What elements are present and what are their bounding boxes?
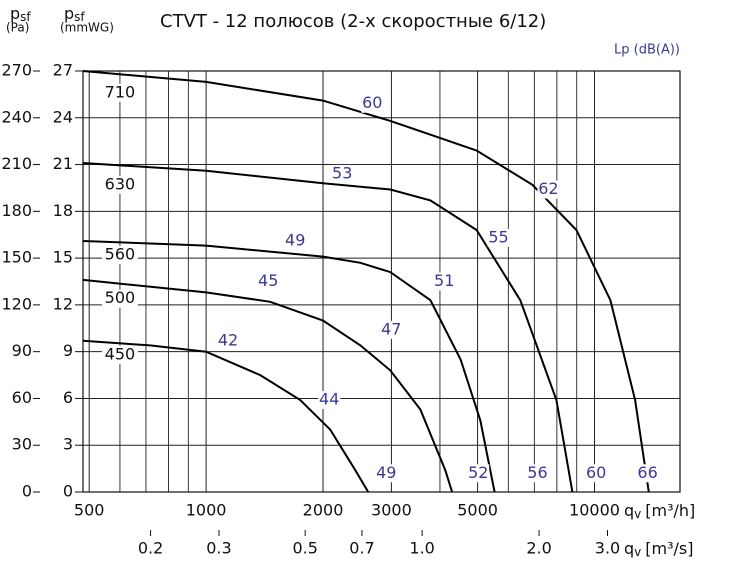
- annotation-bg: [487, 228, 510, 247]
- annotation: 45: [258, 271, 278, 290]
- fan-curve: [82, 70, 650, 493]
- annotation-bg: [380, 320, 403, 339]
- annotation-bg: [284, 231, 307, 250]
- plot-frame: [82, 70, 681, 493]
- annotation: 66: [637, 463, 657, 482]
- y-tick-label: 0: [63, 482, 73, 501]
- annotation: 55: [488, 227, 508, 246]
- y2-tick-label: 120: [1, 294, 32, 313]
- y2-tick-label: 0: [22, 482, 32, 501]
- x-tick-label: 1000: [186, 501, 227, 520]
- x-tick-label: 10000: [569, 501, 620, 520]
- speed-label: 710: [105, 82, 136, 101]
- annotation-bg: [585, 464, 608, 483]
- annotation-bg: [318, 391, 341, 410]
- x2-axis-label-sub: v: [634, 545, 641, 559]
- x2-tick-label: 0.3: [206, 539, 231, 558]
- x-axis-label-sub: v: [634, 507, 641, 521]
- speed-label: 450: [105, 344, 136, 363]
- annotation: 44: [319, 390, 339, 409]
- y-tick-label: 15: [53, 248, 73, 267]
- annotation: 53: [332, 163, 352, 182]
- annotation-bg: [526, 464, 549, 483]
- y2-tick-label: 90: [12, 341, 32, 360]
- annotation-bg: [217, 331, 240, 350]
- speed-label-bg: [101, 175, 138, 194]
- x2-tick-label: 0.7: [349, 539, 374, 558]
- x-axis-label-symbol: q: [624, 501, 634, 520]
- fan-curve: [82, 339, 370, 493]
- y-axis-label-sub: sf: [74, 10, 85, 24]
- annotation: 52: [468, 463, 488, 482]
- y-axis-label-unit: (mmWG): [60, 21, 114, 35]
- annotation-bg: [361, 94, 384, 113]
- annotation-bg: [433, 272, 456, 291]
- annotation: 56: [527, 463, 547, 482]
- y-axis-label: psf: [64, 4, 85, 24]
- y-tick-label: 18: [53, 201, 73, 220]
- y2-tick-label: 240: [1, 107, 32, 126]
- annotation: 49: [376, 463, 396, 482]
- y2-axis-label-symbol: p: [10, 4, 20, 23]
- annotation: 51: [434, 271, 454, 290]
- y-tick-label: 21: [53, 154, 73, 173]
- x-tick-label: 2000: [303, 501, 344, 520]
- x-tick-label: 3000: [371, 501, 412, 520]
- y-tick-label: 6: [63, 388, 73, 407]
- chart-title: CTVT - 12 полюсов (2-х скоростные 6/12): [160, 11, 546, 32]
- fan-curve: [82, 240, 496, 493]
- annotation: 60: [362, 93, 382, 112]
- x2-tick-label: 2.0: [526, 539, 551, 558]
- annotation: 60: [586, 463, 606, 482]
- x2-tick-label: 0.5: [292, 539, 317, 558]
- x2-axis-label-unit: [m³/s]: [645, 539, 693, 558]
- annotation-bg: [537, 180, 560, 199]
- y2-axis-label-unit: (Pa): [6, 21, 29, 35]
- fan-curve: [82, 278, 454, 493]
- annotation-bg: [331, 164, 354, 183]
- x-axis-label-unit: [m³/h]: [645, 501, 695, 520]
- annotation: 49: [285, 230, 305, 249]
- annotation: 47: [381, 319, 401, 338]
- x-tick-label: 500: [74, 501, 105, 520]
- y2-axis-label: psf: [10, 4, 31, 24]
- y-tick-label: 9: [63, 341, 73, 360]
- speed-label: 630: [105, 174, 136, 193]
- y2-tick-label: 60: [12, 388, 32, 407]
- speed-label-bg: [101, 289, 138, 308]
- y-tick-label: 3: [63, 435, 73, 454]
- annotation-bg: [375, 464, 398, 483]
- y2-tick-label: 30: [12, 435, 32, 454]
- y-tick-label: 12: [53, 294, 73, 313]
- y2-tick-label: 210: [1, 154, 32, 173]
- y2-tick-label: 150: [1, 248, 32, 267]
- annotation-title: Lp (dB(A)): [614, 43, 680, 58]
- y2-tick-label: 270: [1, 61, 32, 80]
- x-tick-label: 5000: [457, 501, 498, 520]
- x2-tick-label: 1.0: [409, 539, 434, 558]
- annotation-bg: [636, 464, 659, 483]
- x2-axis-label: qv [m³/s]: [624, 539, 693, 559]
- speed-label-bg: [101, 245, 138, 264]
- x2-axis-label-symbol: q: [624, 539, 634, 558]
- y-tick-label: 24: [53, 107, 73, 126]
- y-axis-label-symbol: p: [64, 4, 74, 23]
- y-tick-label: 27: [53, 61, 73, 80]
- speed-label-bg: [101, 83, 138, 102]
- annotation-bg: [257, 272, 280, 291]
- x2-tick-label: 3.0: [595, 539, 620, 558]
- x-axis-label: qv [m³/h]: [624, 501, 695, 521]
- x2-tick-label: 0.2: [138, 539, 163, 558]
- annotation: 62: [538, 179, 558, 198]
- speed-label: 560: [105, 244, 136, 263]
- fan-curve: [82, 162, 574, 493]
- y2-tick-label: 180: [1, 201, 32, 220]
- annotation: 42: [218, 330, 238, 349]
- y2-axis-label-sub: sf: [20, 10, 31, 24]
- annotation-bg: [467, 464, 490, 483]
- speed-label-bg: [101, 345, 138, 364]
- speed-label: 500: [105, 288, 136, 307]
